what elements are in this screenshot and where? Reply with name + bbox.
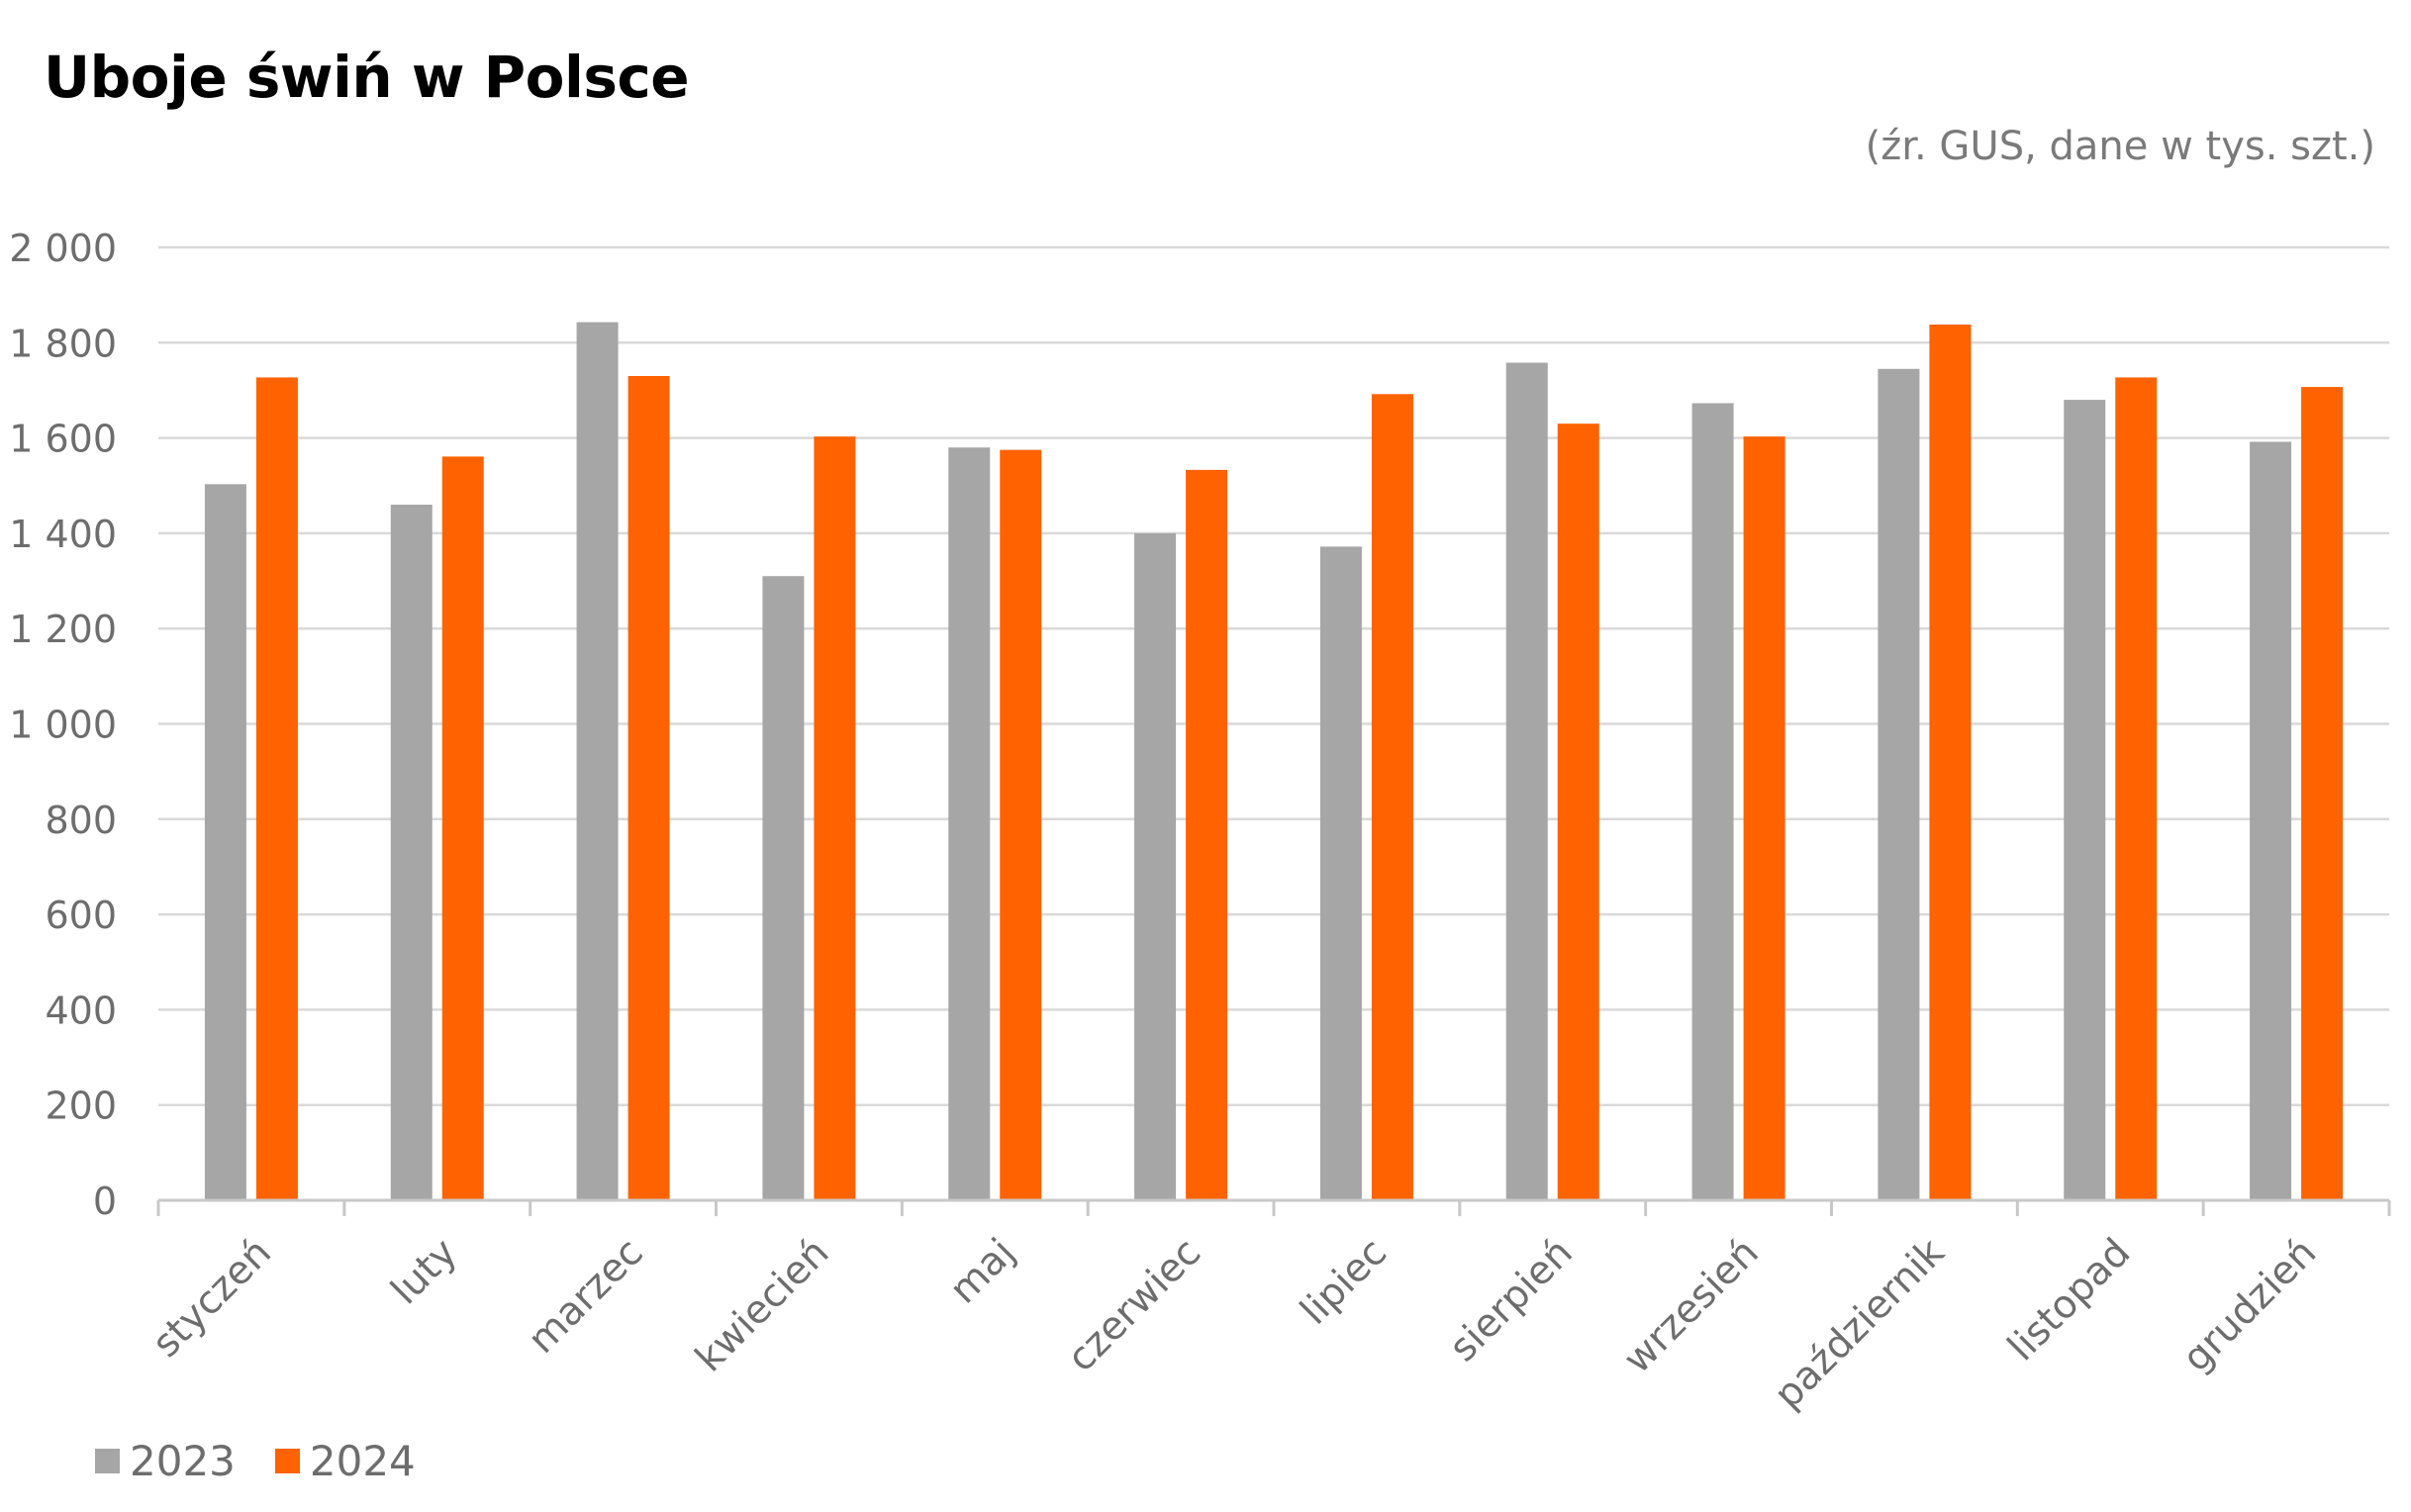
legend-item-2023: 2023	[95, 1437, 236, 1485]
chart-source-note: (źr. GUS, dane w tys. szt.)	[1865, 124, 2375, 169]
bar-2023-kwiecień	[762, 576, 805, 1200]
y-tick-label: 0	[93, 1180, 117, 1223]
bar-2024-sierpień	[1557, 424, 1599, 1200]
bar-2023-maj	[948, 447, 991, 1201]
x-axis-tick-labels: styczeń luty marzec kwiecień maj czerwiec lipi…	[145, 1230, 2326, 1418]
y-tick-label: 2 000	[9, 227, 117, 270]
bar-2023-styczeń	[204, 484, 246, 1200]
x-tick-label: maj	[941, 1230, 1023, 1312]
bar-2023-październik	[1878, 368, 1920, 1201]
bar-2023-luty	[390, 505, 433, 1200]
bar-2024-kwiecień	[814, 436, 856, 1200]
chart-title: Uboje świń w Polsce	[44, 44, 690, 111]
y-tick-label: 600	[45, 894, 117, 937]
x-tick-label: listopad	[1999, 1230, 2139, 1370]
x-tick-label: sierpień	[1441, 1230, 1582, 1370]
y-axis-tick-labels: 0 200 400 600 800 1 000 1 200 1 400 1 600 1 800 2 …	[9, 227, 117, 1223]
x-tick-label: czerwiec	[1059, 1230, 1209, 1380]
bar-2023-grudzień	[2250, 441, 2292, 1200]
y-tick-label: 200	[45, 1085, 117, 1128]
y-tick-label: 1 600	[9, 418, 117, 461]
x-tick-label: grudzień	[2174, 1230, 2325, 1380]
legend-swatch-2023	[95, 1449, 120, 1473]
bar-2024-listopad	[2115, 377, 2158, 1201]
bar-2024-październik	[1929, 325, 1972, 1200]
bars	[204, 322, 2344, 1201]
y-tick-label: 1 000	[9, 704, 117, 747]
x-tick-label: wrzesień	[1615, 1230, 1768, 1382]
x-tick-label: marzec	[520, 1230, 652, 1363]
legend-item-2024: 2024	[274, 1437, 416, 1485]
bar-2024-wrzesień	[1743, 436, 1785, 1200]
bar-2023-lipiec	[1319, 546, 1362, 1200]
bar-2024-grudzień	[2301, 387, 2344, 1201]
y-tick-label: 1 800	[9, 322, 117, 365]
x-axis	[156, 1198, 2391, 1216]
bar-2024-maj	[1000, 449, 1042, 1200]
gridlines	[158, 245, 2389, 1106]
y-tick-label: 400	[45, 989, 117, 1032]
x-tick-label: kwiecień	[687, 1230, 837, 1380]
bar-2023-marzec	[576, 322, 619, 1201]
bar-2024-marzec	[627, 376, 670, 1200]
legend-label-2024: 2024	[309, 1437, 416, 1485]
bar-2023-wrzesień	[1691, 403, 1734, 1200]
legend: 2023 2024	[95, 1437, 455, 1485]
bar-2024-czerwiec	[1186, 469, 1228, 1201]
bar-chart: 0 200 400 600 800 1 000 1 200 1 400 1 600 1 800 2 …	[9, 227, 2391, 1418]
bar-2024-lipiec	[1371, 394, 1413, 1200]
x-tick-label: lipiec	[1293, 1230, 1396, 1333]
y-tick-label: 1 200	[9, 608, 117, 651]
bar-2023-czerwiec	[1134, 532, 1177, 1200]
bar-2023-listopad	[2064, 400, 2106, 1201]
x-tick-label: październik	[1766, 1230, 1954, 1418]
y-tick-label: 1 400	[9, 513, 117, 556]
bar-2024-luty	[441, 456, 484, 1200]
x-tick-label: styczeń	[145, 1230, 280, 1366]
legend-label-2023: 2023	[130, 1437, 236, 1485]
legend-swatch-2024	[274, 1449, 300, 1473]
bar-2023-sierpień	[1505, 362, 1548, 1200]
y-tick-label: 800	[45, 799, 117, 842]
bar-2024-styczeń	[255, 377, 298, 1201]
x-tick-label: luty	[383, 1230, 466, 1313]
